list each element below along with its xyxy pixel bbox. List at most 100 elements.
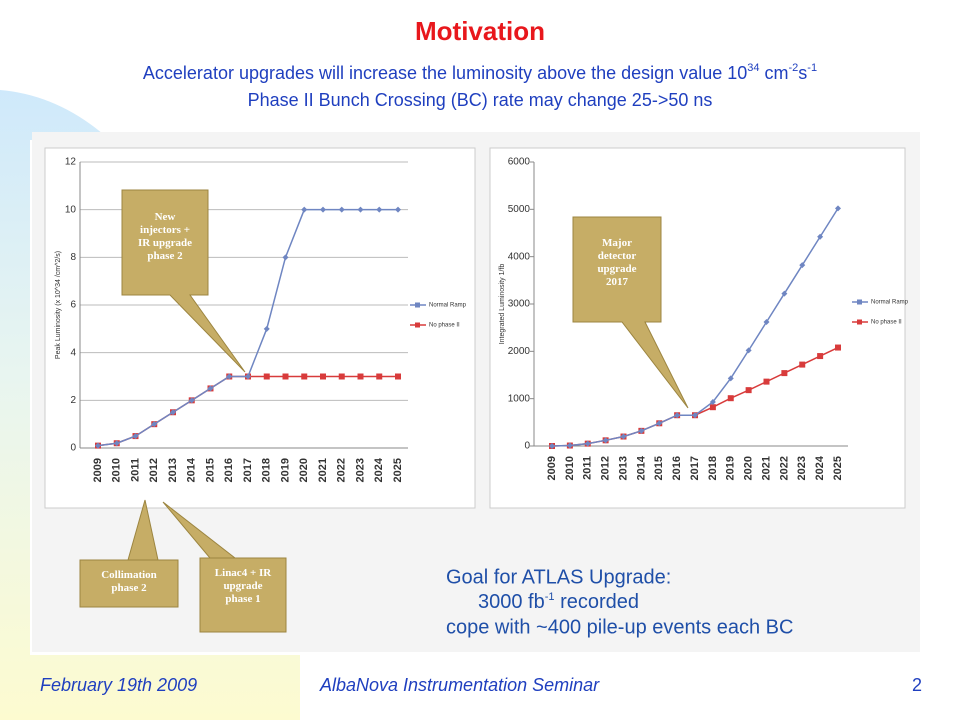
goal-text: 3000 fb-1 recorded xyxy=(478,591,639,613)
x-tick-label: 2023 xyxy=(354,458,366,482)
x-tick-label: 2009 xyxy=(92,458,104,482)
text-run: Phase II Bunch Crossing (BC) rate may ch… xyxy=(248,90,713,110)
x-tick-label: 2016 xyxy=(223,458,235,482)
point xyxy=(320,206,326,213)
callout-text: Collimation xyxy=(101,569,157,581)
subtitle: Phase II Bunch Crossing (BC) rate may ch… xyxy=(248,90,713,110)
y-tick-label: 0 xyxy=(524,441,530,452)
text-run: s xyxy=(798,63,807,83)
x-tick-label: 2014 xyxy=(186,457,198,482)
callout-text: Major xyxy=(602,237,632,249)
superscript: -1 xyxy=(807,62,817,74)
x-tick-label: 2015 xyxy=(204,458,216,482)
y-tick-label: 4000 xyxy=(508,251,531,262)
x-tick-label: 2012 xyxy=(600,456,612,480)
callout-shape xyxy=(79,499,179,608)
point xyxy=(727,395,734,402)
callout-text: upgrade xyxy=(597,263,636,275)
chart-frame xyxy=(489,147,906,509)
x-tick-label: 2025 xyxy=(832,456,844,480)
point xyxy=(113,440,120,447)
callout-shape xyxy=(572,216,689,409)
x-tick-label: 2010 xyxy=(564,456,576,480)
text-run: Accelerator upgrades will increase the l… xyxy=(143,63,747,83)
goal-heading: Goal for ATLAS Upgrade: xyxy=(446,566,671,588)
footer-event: AlbaNova Instrumentation Seminar xyxy=(319,675,600,695)
callout-text: phase 2 xyxy=(111,582,147,594)
x-tick-label: 2010 xyxy=(111,458,123,482)
point xyxy=(282,373,289,380)
subtitle: Accelerator upgrades will increase the l… xyxy=(143,62,817,83)
x-tick-label: 2020 xyxy=(743,456,755,480)
point xyxy=(602,437,609,444)
point xyxy=(835,344,841,351)
callout-text: detector xyxy=(598,250,637,262)
point xyxy=(781,290,788,297)
y-axis-label: Peak Luminosity (x 10^34 /cm^2/s) xyxy=(55,251,62,359)
superscript: -2 xyxy=(789,62,799,74)
point xyxy=(709,398,716,405)
y-tick-label: 8 xyxy=(70,252,76,263)
point xyxy=(763,378,770,385)
x-tick-label: 2011 xyxy=(582,456,594,480)
x-tick-label: 2019 xyxy=(725,456,737,480)
y-tick-label: 6 xyxy=(70,300,76,311)
point xyxy=(376,373,383,380)
callout-text: phase 2 xyxy=(147,250,183,262)
callout-text: 2017 xyxy=(606,276,629,288)
x-tick-label: 2014 xyxy=(635,455,647,480)
legend-label: No phase II xyxy=(871,320,902,326)
point xyxy=(781,370,788,377)
x-tick-label: 2012 xyxy=(148,458,160,482)
point xyxy=(549,443,555,449)
point xyxy=(301,206,308,213)
x-tick-label: 2025 xyxy=(392,458,404,482)
y-tick-label: 0 xyxy=(70,443,76,454)
text-run: cm xyxy=(760,63,789,83)
point xyxy=(207,385,214,392)
x-tick-label: 2017 xyxy=(242,458,254,482)
point xyxy=(151,421,158,428)
y-tick-label: 3000 xyxy=(508,299,531,310)
point xyxy=(301,373,308,380)
x-tick-label: 2011 xyxy=(129,458,141,482)
superscript: 34 xyxy=(747,62,759,74)
point xyxy=(395,373,401,380)
point xyxy=(817,353,824,360)
point xyxy=(674,412,681,419)
point xyxy=(745,387,752,394)
point xyxy=(817,233,824,240)
y-tick-label: 2000 xyxy=(508,346,531,357)
point xyxy=(727,375,734,382)
point xyxy=(638,427,645,434)
text-run: 3000 fb xyxy=(478,591,545,613)
point xyxy=(282,254,289,261)
legend-label: Normal Ramp xyxy=(871,300,909,306)
point xyxy=(656,420,663,427)
y-tick-label: 2 xyxy=(70,395,76,406)
x-tick-label: 2015 xyxy=(653,456,665,480)
point xyxy=(95,442,101,449)
title: Motivation xyxy=(415,16,545,46)
x-tick-label: 2021 xyxy=(760,456,772,480)
callout-text: phase 1 xyxy=(225,593,260,605)
point xyxy=(263,325,270,332)
point xyxy=(320,373,326,380)
footer-date: February 19th 2009 xyxy=(40,675,197,695)
point xyxy=(188,397,195,404)
x-tick-label: 2009 xyxy=(546,456,558,480)
superscript: -1 xyxy=(545,591,555,603)
point xyxy=(745,347,752,354)
point xyxy=(692,412,698,419)
x-tick-label: 2021 xyxy=(317,458,329,482)
x-tick-label: 2017 xyxy=(689,456,701,480)
point xyxy=(170,409,176,416)
y-tick-label: 10 xyxy=(65,204,77,215)
goal-text: cope with ~400 pile-up events each BC xyxy=(446,616,793,638)
point xyxy=(799,262,806,269)
x-tick-label: 2024 xyxy=(373,457,385,482)
callout-text: New xyxy=(155,211,176,223)
point xyxy=(245,373,251,380)
point xyxy=(799,361,806,368)
point xyxy=(835,205,841,212)
